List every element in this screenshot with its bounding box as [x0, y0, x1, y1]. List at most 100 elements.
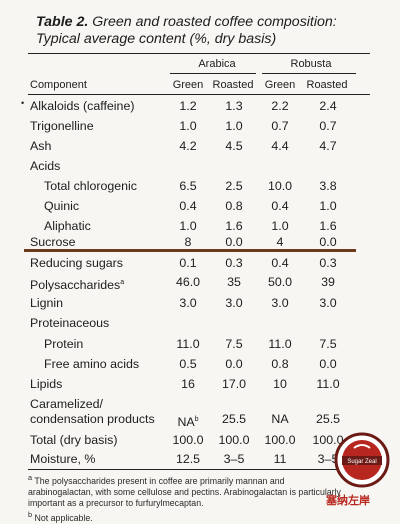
cell-arabica-green: 4.2	[179, 139, 197, 153]
cell-arabica-green: 3.0	[179, 296, 197, 310]
row-label: Lignin	[30, 296, 64, 310]
cell-arabica-green: 0.4	[179, 199, 197, 213]
cell-arabica-green: 8	[184, 235, 192, 249]
title-line2: Typical average content (%, dry basis)	[36, 31, 277, 47]
cell-robusta-green: 100.0	[264, 433, 296, 447]
cell-arabica-green: 46.0	[175, 275, 201, 289]
cell-arabica-roasted: 7.5	[225, 337, 243, 351]
cell-text: NA	[177, 415, 195, 430]
cell-arabica-green: 1.2	[179, 99, 197, 113]
column-header-robusta-roasted: Roasted	[306, 79, 348, 91]
title-line1: Green and roasted coffee composition:	[92, 14, 337, 30]
cell-arabica-roasted: 3–5	[223, 452, 245, 466]
row-label: Lipids	[30, 377, 63, 391]
document-page: Table 2. Green and roasted coffee compos…	[21, 14, 390, 523]
cell-arabica-roasted: 100.0	[218, 433, 250, 447]
cell-robusta-roasted: 4.7	[319, 139, 337, 153]
column-header-component: Component	[30, 79, 87, 91]
footnotes: a The polysaccharides present in coffee …	[28, 472, 348, 524]
cell-robusta-roasted: 0.0	[319, 357, 337, 371]
cell-arabica-green: 100.0	[172, 433, 204, 447]
watermark-badge-text: Sugar Zeal	[347, 459, 376, 465]
cell-robusta-roasted: 0.0	[319, 235, 337, 249]
row-label: Moisture, %	[30, 452, 96, 466]
cell-robusta-green: 0.8	[271, 357, 289, 371]
top-rule	[28, 53, 370, 54]
cell-robusta-green: 10.0	[267, 179, 293, 193]
row-label: Ash	[30, 139, 52, 153]
cell-robusta-green: 0.4	[271, 199, 289, 213]
cell-robusta-green: 3.0	[271, 296, 289, 310]
footnote-a-text: The polysaccharides present in coffee ar…	[28, 475, 341, 508]
cell-robusta-roasted: 1.6	[319, 219, 337, 233]
cell-arabica-roasted: 25.5	[221, 412, 247, 426]
cell-arabica-green: 1.0	[179, 119, 197, 133]
arabica-underline	[170, 73, 256, 74]
column-header-robusta-green: Green	[264, 79, 296, 91]
cell-arabica-roasted: 0.0	[225, 235, 243, 249]
cell-robusta-roasted: 39	[321, 275, 335, 289]
cell-robusta-green: 4	[276, 235, 284, 249]
row-label: Polysaccharidesa	[30, 275, 124, 293]
row-label: Alkaloids (caffeine)	[30, 99, 135, 113]
row-label: Trigonelline	[30, 119, 94, 133]
cell-arabica-roasted: 1.3	[225, 99, 243, 113]
cell-robusta-green: 4.4	[271, 139, 289, 153]
bottom-rule	[28, 469, 370, 470]
cell-arabica-green: 0.5	[179, 357, 197, 371]
row-label: Acids	[30, 159, 61, 173]
cell-robusta-roasted: 3–5	[317, 452, 339, 466]
cell-arabica-green: 16	[181, 377, 195, 391]
row-label: Aliphatic	[44, 219, 91, 233]
footnote-a: a The polysaccharides present in coffee …	[28, 472, 348, 509]
cell-arabica-roasted: 17.0	[221, 377, 247, 391]
cell-arabica-roasted: 35	[227, 275, 241, 289]
header-rule	[28, 94, 370, 95]
cell-robusta-roasted: 3.8	[319, 179, 337, 193]
cell-robusta-green: 11	[273, 452, 287, 466]
cell-robusta-roasted: 11.0	[316, 377, 340, 391]
cell-robusta-green: 2.2	[271, 99, 289, 113]
watermark-logo-icon: Sugar Zeal	[334, 432, 390, 488]
cell-robusta-green: 50.0	[267, 275, 293, 289]
cell-robusta-roasted: 100.0	[312, 433, 344, 447]
cell-robusta-roasted: 0.7	[319, 119, 337, 133]
cell-arabica-roasted: 1.0	[225, 119, 243, 133]
row-label: Quinic	[44, 199, 80, 213]
cell-arabica-green: 11.0	[176, 337, 200, 351]
footnote-mark: a	[120, 279, 125, 286]
cell-arabica-roasted: 0.0	[225, 357, 243, 371]
column-header-arabica-green: Green	[172, 79, 204, 91]
robusta-underline	[262, 73, 356, 74]
group-header-robusta: Robusta	[290, 58, 332, 70]
row-label-text: Polysaccharides	[30, 278, 121, 293]
cell-arabica-roasted: 3.0	[225, 296, 243, 310]
cell-robusta-roasted: 2.4	[319, 99, 337, 113]
column-header-arabica-roasted: Roasted	[212, 79, 254, 91]
row-label: Free amino acids	[44, 357, 140, 371]
cell-arabica-roasted: 2.5	[225, 179, 243, 193]
footnote-a-mark: a	[28, 473, 33, 482]
cell-arabica-roasted: 0.3	[225, 256, 243, 270]
footnote-b-text: Not applicable.	[34, 512, 93, 523]
cell-arabica-green: 12.5	[175, 452, 201, 466]
cell-arabica-roasted: 1.6	[225, 219, 243, 233]
cell-arabica-green: NAb	[166, 412, 210, 430]
cell-robusta-green: NA	[271, 412, 289, 426]
row-label: Total chlorogenic	[44, 179, 137, 193]
row-label: Caramelized/	[30, 397, 103, 411]
row-label: Proteinaceous	[30, 316, 110, 330]
table-title: Table 2. Green and roasted coffee compos…	[36, 14, 386, 48]
row-label: Sucrose	[30, 235, 76, 249]
table-number: Table 2.	[36, 14, 89, 30]
cell-arabica-roasted: 4.5	[225, 139, 243, 153]
footnote-mark: b	[194, 416, 199, 423]
cell-arabica-green: 1.0	[179, 219, 197, 233]
footnote-b: b Not applicable.	[28, 509, 348, 524]
cell-robusta-roasted: 3.0	[319, 296, 337, 310]
group-header-arabica: Arabica	[198, 58, 236, 70]
cell-robusta-green: 0.7	[271, 119, 289, 133]
row-label: Protein	[44, 337, 84, 351]
bullet-mark: •	[21, 98, 25, 108]
cell-robusta-roasted: 1.0	[319, 199, 337, 213]
